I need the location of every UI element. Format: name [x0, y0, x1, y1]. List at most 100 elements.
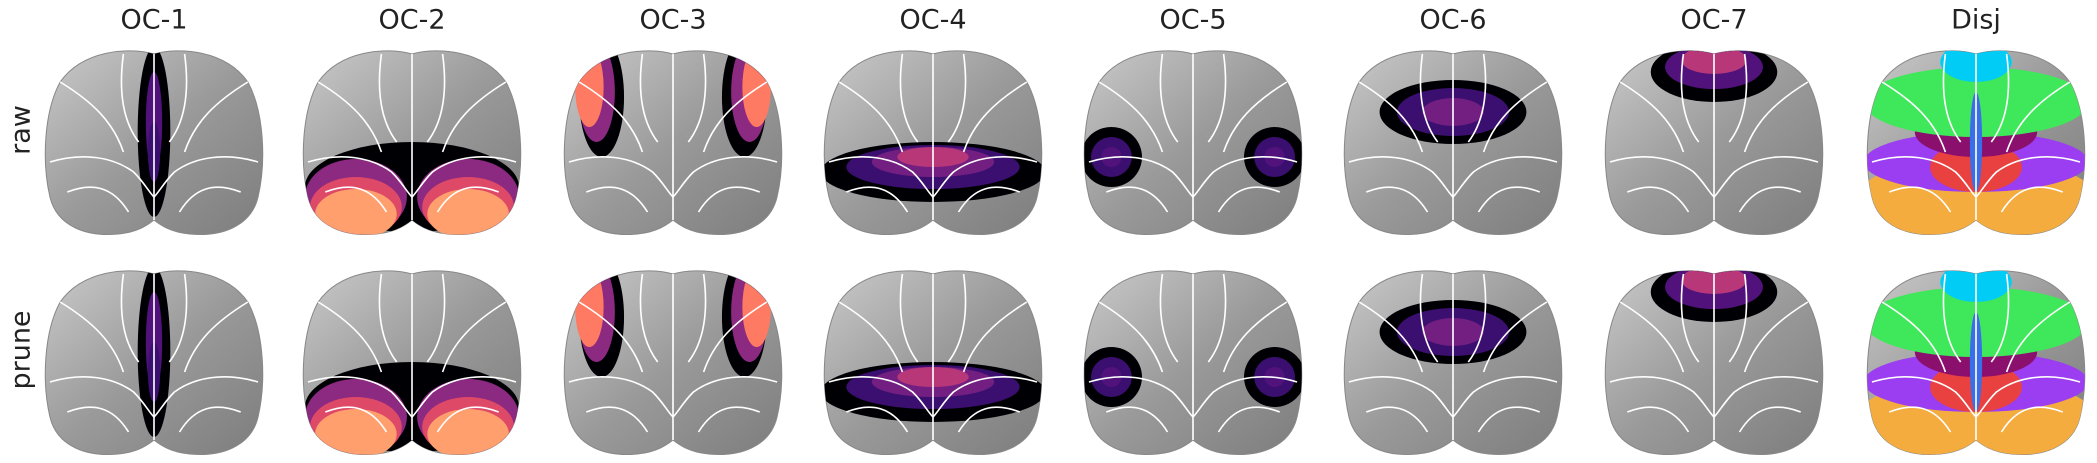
area-outline	[1990, 53, 2010, 143]
area-outline	[1098, 81, 1164, 153]
area-outline	[687, 273, 707, 363]
area-outline	[2000, 406, 2064, 433]
activation-region	[315, 409, 397, 455]
area-outline	[1419, 273, 1439, 363]
area-outline	[1743, 301, 1809, 373]
area-outline	[1713, 376, 1819, 418]
area-outline	[899, 53, 919, 143]
area-outline	[49, 156, 155, 198]
brain-map	[44, 50, 264, 236]
area-outline	[1738, 186, 1802, 213]
area-outline	[932, 156, 1038, 198]
area-outline	[59, 301, 125, 373]
area-outline	[317, 301, 383, 373]
area-outline	[1626, 186, 1690, 213]
area-outline	[441, 301, 507, 373]
brain-map	[1083, 50, 1303, 236]
area-outline	[1990, 273, 2010, 363]
activation-region	[742, 270, 771, 347]
area-outline	[1452, 376, 1558, 418]
area-outline	[1192, 376, 1298, 418]
area-outline	[962, 81, 1028, 153]
area-outline	[66, 186, 130, 213]
area-outline	[436, 186, 500, 213]
area-outline	[49, 376, 155, 418]
area-outline	[838, 301, 904, 373]
brain-map	[302, 50, 522, 236]
brain-map	[1866, 270, 2086, 456]
area-outline	[1217, 406, 1281, 433]
area-outline	[2005, 81, 2071, 153]
area-outline	[585, 186, 649, 213]
area-outline	[324, 186, 388, 213]
area-outline	[838, 81, 904, 153]
activation-region	[575, 270, 604, 347]
area-outline	[1477, 186, 1541, 213]
area-outline	[1609, 156, 1715, 198]
area-outline	[1467, 53, 1487, 143]
row-label: prune	[6, 310, 37, 389]
activation-region	[427, 409, 509, 455]
area-outline	[2000, 186, 2064, 213]
area-outline	[2005, 301, 2071, 373]
area-outline	[1680, 53, 1700, 143]
area-outline	[411, 376, 517, 418]
brain-map	[1866, 50, 2086, 236]
area-outline	[1088, 156, 1194, 198]
area-outline	[568, 376, 674, 418]
area-outline	[957, 406, 1021, 433]
area-outline	[1871, 376, 1977, 418]
column-title: Disj	[1951, 5, 2001, 36]
area-outline	[1942, 53, 1962, 143]
area-outline	[178, 186, 242, 213]
area-outline	[153, 376, 259, 418]
area-outline	[1975, 156, 2081, 198]
activation-region	[315, 189, 397, 235]
area-outline	[1477, 406, 1541, 433]
area-outline	[1159, 273, 1179, 363]
area-outline	[1207, 273, 1227, 363]
area-outline	[168, 273, 188, 363]
area-outline	[585, 406, 649, 433]
area-outline	[697, 406, 761, 433]
area-outline	[845, 406, 909, 433]
area-outline	[1098, 301, 1164, 373]
area-outline	[697, 186, 761, 213]
area-outline	[639, 53, 659, 143]
area-outline	[1680, 273, 1700, 363]
brain-map	[44, 270, 264, 456]
area-outline	[702, 81, 768, 153]
area-outline	[568, 156, 674, 198]
area-outline	[672, 376, 778, 418]
area-outline	[687, 53, 707, 143]
brain-map	[563, 50, 783, 236]
area-outline	[845, 186, 909, 213]
brain-map	[1343, 50, 1563, 236]
column-title: OC-7	[1680, 5, 1747, 36]
column-title: OC-1	[120, 5, 187, 36]
area-outline	[1222, 301, 1288, 373]
area-outline	[324, 406, 388, 433]
area-outline	[1348, 376, 1454, 418]
activation-overlay	[304, 142, 520, 235]
column-title: OC-4	[899, 5, 966, 36]
area-outline	[1609, 376, 1715, 418]
area-outline	[426, 273, 446, 363]
brain-map	[823, 50, 1043, 236]
area-outline	[639, 273, 659, 363]
area-outline	[962, 301, 1028, 373]
area-outline	[1482, 301, 1548, 373]
area-outline	[828, 376, 934, 418]
area-outline	[183, 81, 249, 153]
area-outline	[1619, 301, 1685, 373]
area-outline	[1365, 406, 1429, 433]
area-outline	[307, 156, 413, 198]
area-outline	[1626, 406, 1690, 433]
area-outline	[120, 53, 140, 143]
area-outline	[828, 156, 934, 198]
area-outline	[578, 301, 644, 373]
area-outline	[1467, 273, 1487, 363]
area-outline	[307, 376, 413, 418]
column-title: OC-2	[378, 5, 445, 36]
